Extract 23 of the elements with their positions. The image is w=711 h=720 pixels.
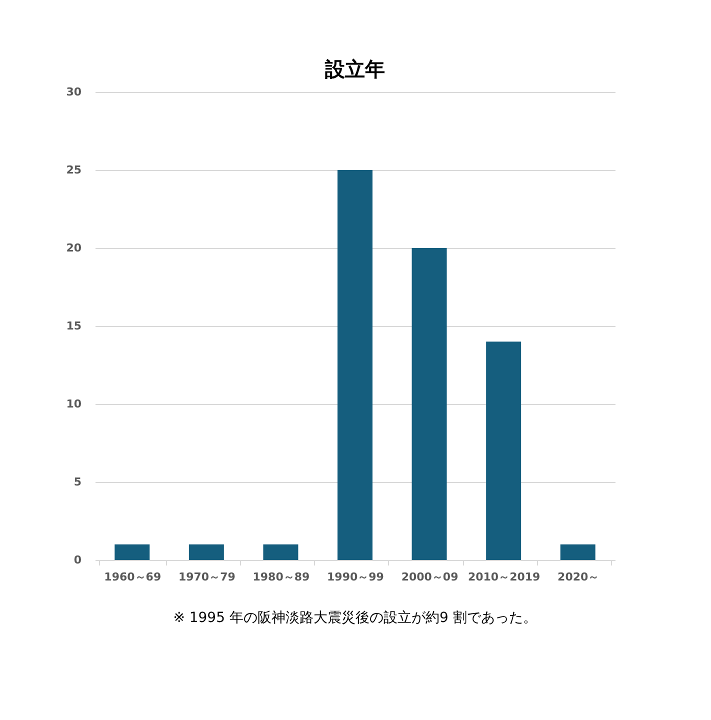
x-tick-label: 1990～99 xyxy=(327,570,384,584)
x-tick-label: 2010～2019 xyxy=(468,570,540,584)
y-tick-label: 5 xyxy=(74,476,82,488)
bar xyxy=(338,170,372,560)
x-tick-label: 2020～ xyxy=(558,570,600,584)
y-tick-label: 25 xyxy=(66,164,82,176)
x-tick-label: 1970～79 xyxy=(178,570,236,584)
bar xyxy=(188,544,224,560)
bar xyxy=(486,342,522,560)
bar xyxy=(560,544,596,560)
y-tick-label: 10 xyxy=(66,398,82,410)
x-tick-label: 1980～89 xyxy=(252,570,310,584)
bar xyxy=(114,544,150,560)
x-tick-label: 1960～69 xyxy=(104,570,162,584)
bar xyxy=(263,544,298,560)
y-tick-label: 15 xyxy=(66,320,82,332)
y-tick-label: 30 xyxy=(66,86,82,98)
y-tick-label: 0 xyxy=(74,554,82,566)
bar xyxy=(412,248,447,560)
y-tick-label: 20 xyxy=(66,242,82,254)
x-tick-label: 2000～09 xyxy=(401,570,458,584)
text: ※ 1995 年の阪神淡路大震災後の設立が約9 割であった。 xyxy=(173,610,537,626)
chart-title: 設立年 xyxy=(324,57,385,81)
